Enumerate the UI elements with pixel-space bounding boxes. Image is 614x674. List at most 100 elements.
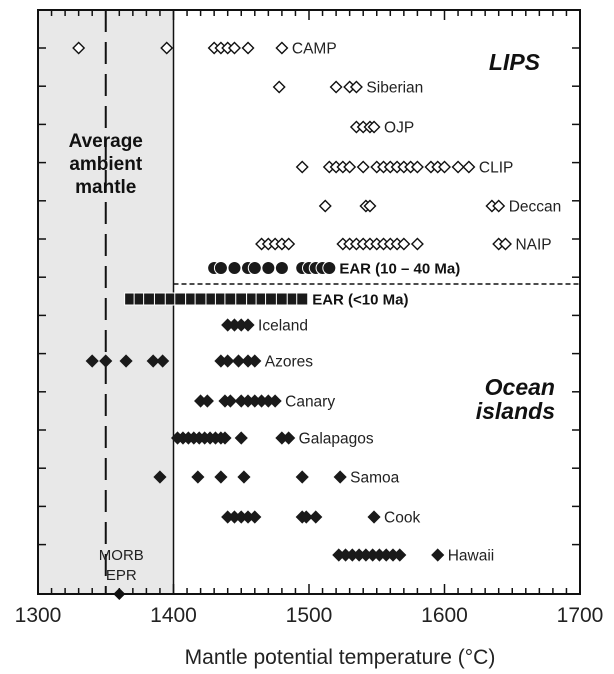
data-point bbox=[235, 292, 248, 306]
series-label: Canary bbox=[285, 394, 335, 411]
data-point bbox=[356, 160, 370, 174]
data-point bbox=[498, 237, 512, 251]
data-point bbox=[349, 80, 363, 94]
ambient-mantle-label-line: ambient bbox=[69, 154, 143, 175]
data-point bbox=[296, 292, 309, 306]
ambient-mantle-label: Average ambient mantle bbox=[69, 131, 143, 198]
data-point bbox=[174, 292, 187, 306]
series-label: Hawaii bbox=[448, 548, 495, 565]
data-point bbox=[221, 354, 235, 368]
data-point bbox=[227, 41, 241, 55]
data-point bbox=[333, 470, 347, 484]
data-point bbox=[295, 160, 309, 174]
series-cook bbox=[221, 510, 381, 524]
series-label: CAMP bbox=[292, 41, 337, 58]
group-label-line: islands bbox=[476, 398, 555, 424]
data-point bbox=[275, 292, 288, 306]
series-ear-10-ma- bbox=[124, 292, 309, 306]
data-point bbox=[268, 394, 282, 408]
data-point bbox=[309, 510, 323, 524]
data-point bbox=[299, 510, 313, 524]
data-point bbox=[393, 548, 407, 562]
series-ear-10-40-ma- bbox=[207, 261, 337, 275]
data-point bbox=[410, 237, 424, 251]
data-point bbox=[282, 431, 296, 445]
series-ojp bbox=[349, 120, 381, 134]
series-label: Azores bbox=[265, 354, 313, 371]
data-point bbox=[119, 354, 133, 368]
data-point bbox=[156, 354, 170, 368]
data-point bbox=[431, 548, 445, 562]
morb-label: MORB bbox=[99, 547, 144, 564]
data-point bbox=[322, 261, 337, 275]
series-naip bbox=[255, 237, 512, 251]
data-point bbox=[329, 80, 343, 94]
data-point bbox=[214, 470, 228, 484]
data-point bbox=[99, 354, 113, 368]
x-tick-label: 1300 bbox=[15, 604, 62, 627]
x-tick-label: 1700 bbox=[557, 604, 604, 627]
data-point bbox=[318, 199, 332, 213]
data-point bbox=[153, 470, 167, 484]
data-point bbox=[295, 470, 309, 484]
data-point bbox=[231, 354, 246, 368]
x-tick-label: 1500 bbox=[286, 604, 333, 627]
data-point bbox=[462, 160, 476, 174]
data-layer bbox=[72, 41, 512, 600]
data-point bbox=[274, 261, 289, 275]
data-point bbox=[241, 41, 255, 55]
data-point bbox=[282, 237, 296, 251]
series-hawaii bbox=[332, 548, 445, 562]
data-point bbox=[146, 354, 160, 368]
data-point bbox=[227, 261, 242, 275]
data-point bbox=[275, 41, 289, 55]
data-point bbox=[367, 510, 381, 524]
data-point bbox=[72, 41, 86, 55]
data-point bbox=[153, 292, 166, 306]
ambient-mantle-label-line: mantle bbox=[75, 177, 136, 198]
series-label: Deccan bbox=[509, 199, 562, 216]
data-point bbox=[410, 160, 424, 174]
group-label-lips: LIPS bbox=[489, 49, 541, 75]
series-azores bbox=[85, 354, 262, 368]
series-label: Galapagos bbox=[299, 431, 374, 448]
data-point bbox=[194, 292, 207, 306]
data-point bbox=[200, 394, 214, 408]
data-point bbox=[160, 41, 174, 55]
data-point bbox=[272, 80, 286, 94]
data-point bbox=[191, 470, 205, 484]
data-point bbox=[248, 510, 262, 524]
series-iceland bbox=[221, 318, 255, 332]
x-axis-title: Mantle potential temperature (°C) bbox=[185, 646, 496, 669]
data-point bbox=[237, 470, 251, 484]
series-label: NAIP bbox=[515, 237, 551, 254]
data-point bbox=[85, 354, 99, 368]
data-point bbox=[241, 318, 255, 332]
series-camp bbox=[72, 41, 289, 55]
series-label: CLIP bbox=[479, 160, 513, 177]
data-point bbox=[492, 199, 506, 213]
data-point bbox=[218, 431, 232, 445]
x-tick-label: 1600 bbox=[421, 604, 468, 627]
label-layer: Average ambient mantle MORB EPR LIPS Ocean isla… bbox=[69, 41, 562, 585]
series-deccan bbox=[318, 199, 506, 213]
data-point bbox=[438, 160, 451, 174]
series-samoa bbox=[153, 470, 347, 484]
series-canary bbox=[194, 394, 282, 408]
tick-layer: 1300 1400 1500 1600 1700 bbox=[15, 10, 604, 627]
series-label: OJP bbox=[384, 120, 414, 137]
data-point bbox=[367, 120, 381, 134]
data-point bbox=[343, 160, 357, 174]
ambient-mantle-label-line: Average bbox=[69, 131, 143, 152]
data-point bbox=[143, 292, 156, 306]
data-point bbox=[248, 354, 262, 368]
series-label: Samoa bbox=[350, 470, 399, 487]
series-label: Siberian bbox=[366, 80, 423, 97]
data-point bbox=[247, 261, 262, 275]
series-clip bbox=[295, 160, 476, 174]
series-label: Cook bbox=[384, 510, 420, 527]
data-point bbox=[261, 261, 276, 275]
data-point bbox=[224, 292, 237, 306]
group-label-line: Ocean bbox=[485, 374, 555, 400]
